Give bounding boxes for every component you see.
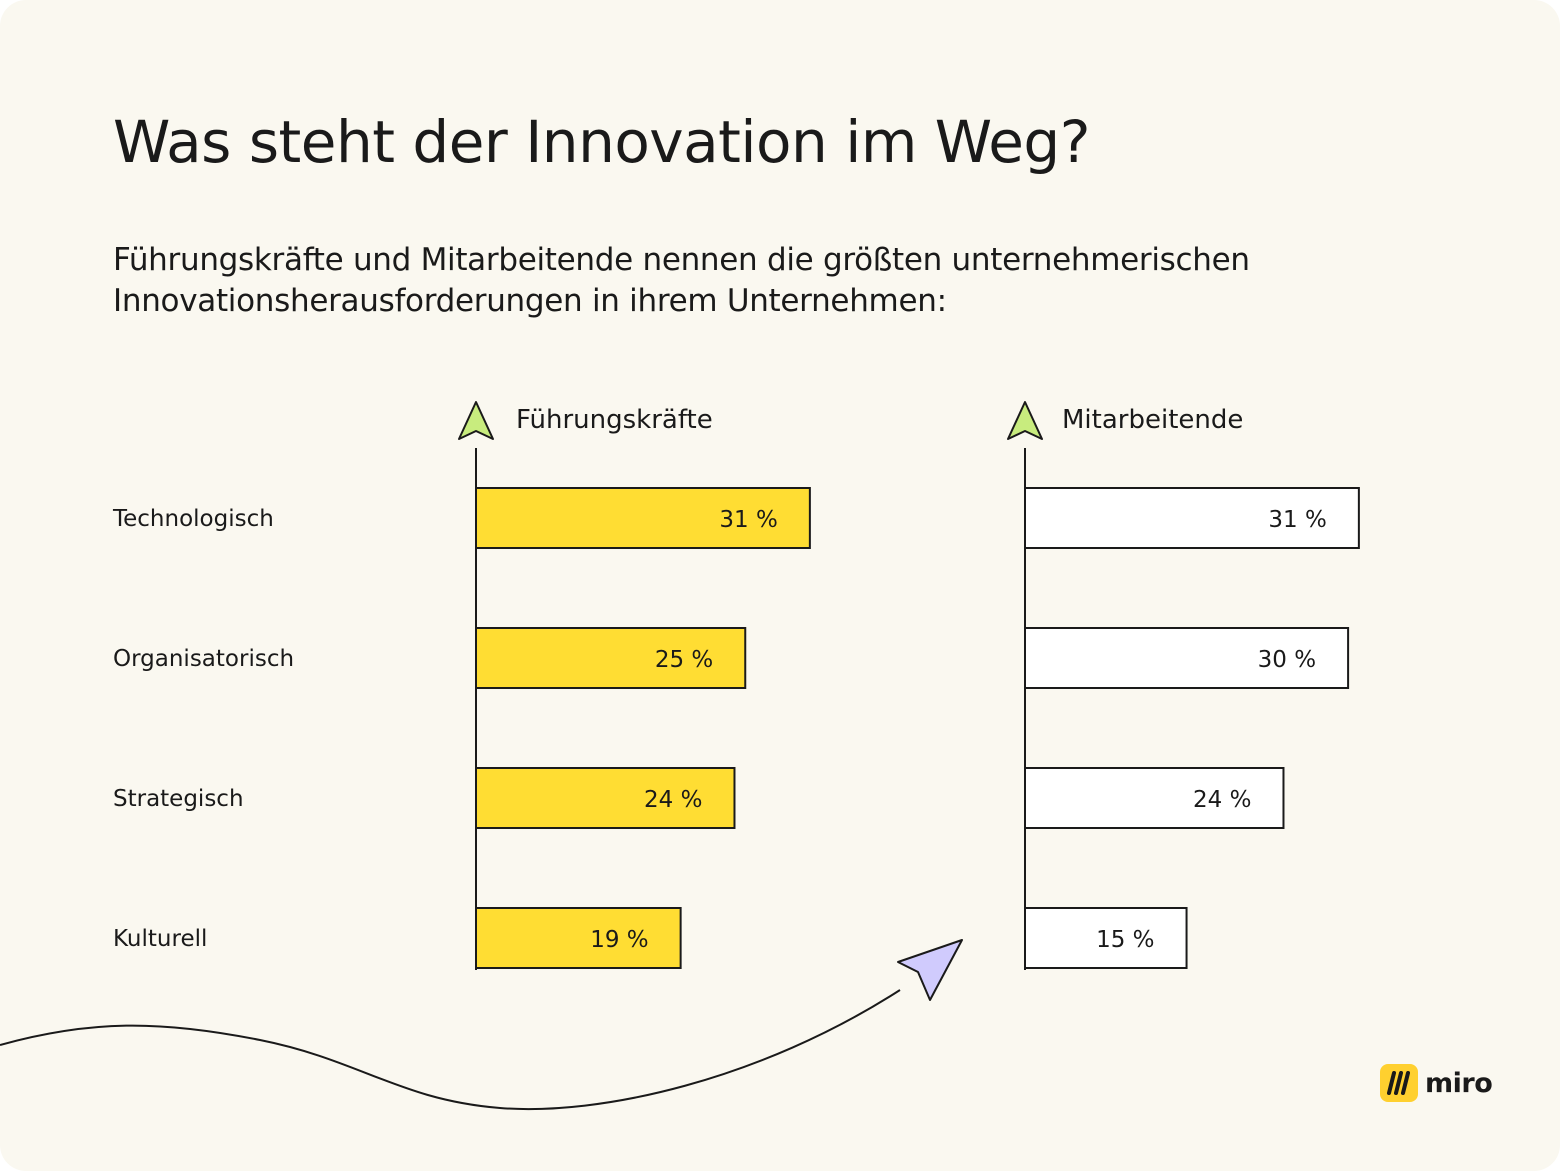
bar-fuhrungskrafte-organisatorisch (475, 627, 747, 689)
value-label-fuhrungskrafte-strategisch: 24 % (644, 787, 702, 813)
value-label-fuhrungskrafte-organisatorisch: 25 % (655, 647, 713, 673)
value-label-fuhrungskrafte-technologisch: 31 % (719, 507, 777, 533)
series-label-fuhrungskrafte: Führungskräfte (516, 405, 713, 435)
miro-logo-icon (1380, 1064, 1418, 1102)
bar-fuhrungskrafte-technologisch (475, 487, 811, 549)
bar-mitarbeitende-organisatorisch (1024, 627, 1350, 689)
page-subtitle: Führungskräfte und Mitarbeitende nennen … (113, 242, 1250, 319)
value-label-mitarbeitende-organisatorisch: 30 % (1258, 647, 1316, 673)
bar-mitarbeitende-strategisch (1024, 767, 1285, 829)
category-label-organisatorisch: Organisatorisch (113, 646, 294, 672)
miro-logo: miro (1380, 1064, 1493, 1102)
value-label-mitarbeitende-strategisch: 24 % (1193, 787, 1251, 813)
page-title: Was steht der Innovation im Weg? (113, 108, 1091, 176)
bar-fuhrungskrafte-kulturell (475, 907, 682, 969)
bar-mitarbeitende-technologisch (1024, 487, 1360, 549)
cursor-arrow-icon (897, 939, 963, 1001)
value-label-mitarbeitende-technologisch: 31 % (1268, 507, 1326, 533)
series-label-mitarbeitende: Mitarbeitende (1062, 405, 1243, 435)
miro-logo-text: miro (1425, 1067, 1493, 1099)
decorative-curve (0, 989, 901, 1111)
bar-mitarbeitende-kulturell (1024, 907, 1188, 969)
category-label-strategisch: Strategisch (113, 786, 244, 812)
bar-fuhrungskrafte-strategisch (475, 767, 736, 829)
axis-arrow-icon (458, 401, 494, 440)
category-label-kulturell: Kulturell (113, 926, 207, 952)
value-label-fuhrungskrafte-kulturell: 19 % (590, 927, 648, 953)
axis-arrow-icon (1007, 401, 1043, 440)
category-label-technologisch: Technologisch (112, 506, 274, 532)
value-label-mitarbeitende-kulturell: 15 % (1096, 927, 1154, 953)
